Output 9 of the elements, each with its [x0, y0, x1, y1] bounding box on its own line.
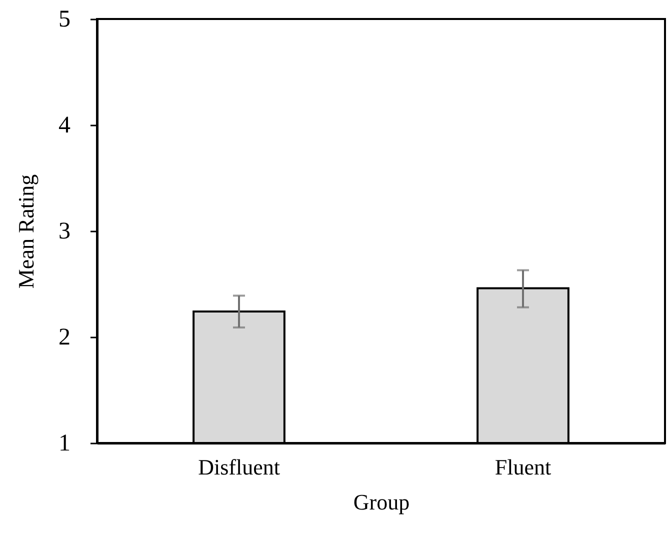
y-tick-label: 3 [58, 218, 70, 244]
y-tick-label: 4 [58, 112, 70, 138]
x-tick-label: Disfluent [198, 454, 280, 480]
y-axis-title: Mean Rating [14, 174, 38, 289]
y-tick-label: 5 [58, 6, 70, 32]
y-tick-label: 1 [58, 430, 70, 456]
y-tick-label: 2 [58, 324, 70, 350]
x-tick-label: Fluent [494, 454, 552, 480]
x-axis-title: Group [353, 490, 410, 514]
